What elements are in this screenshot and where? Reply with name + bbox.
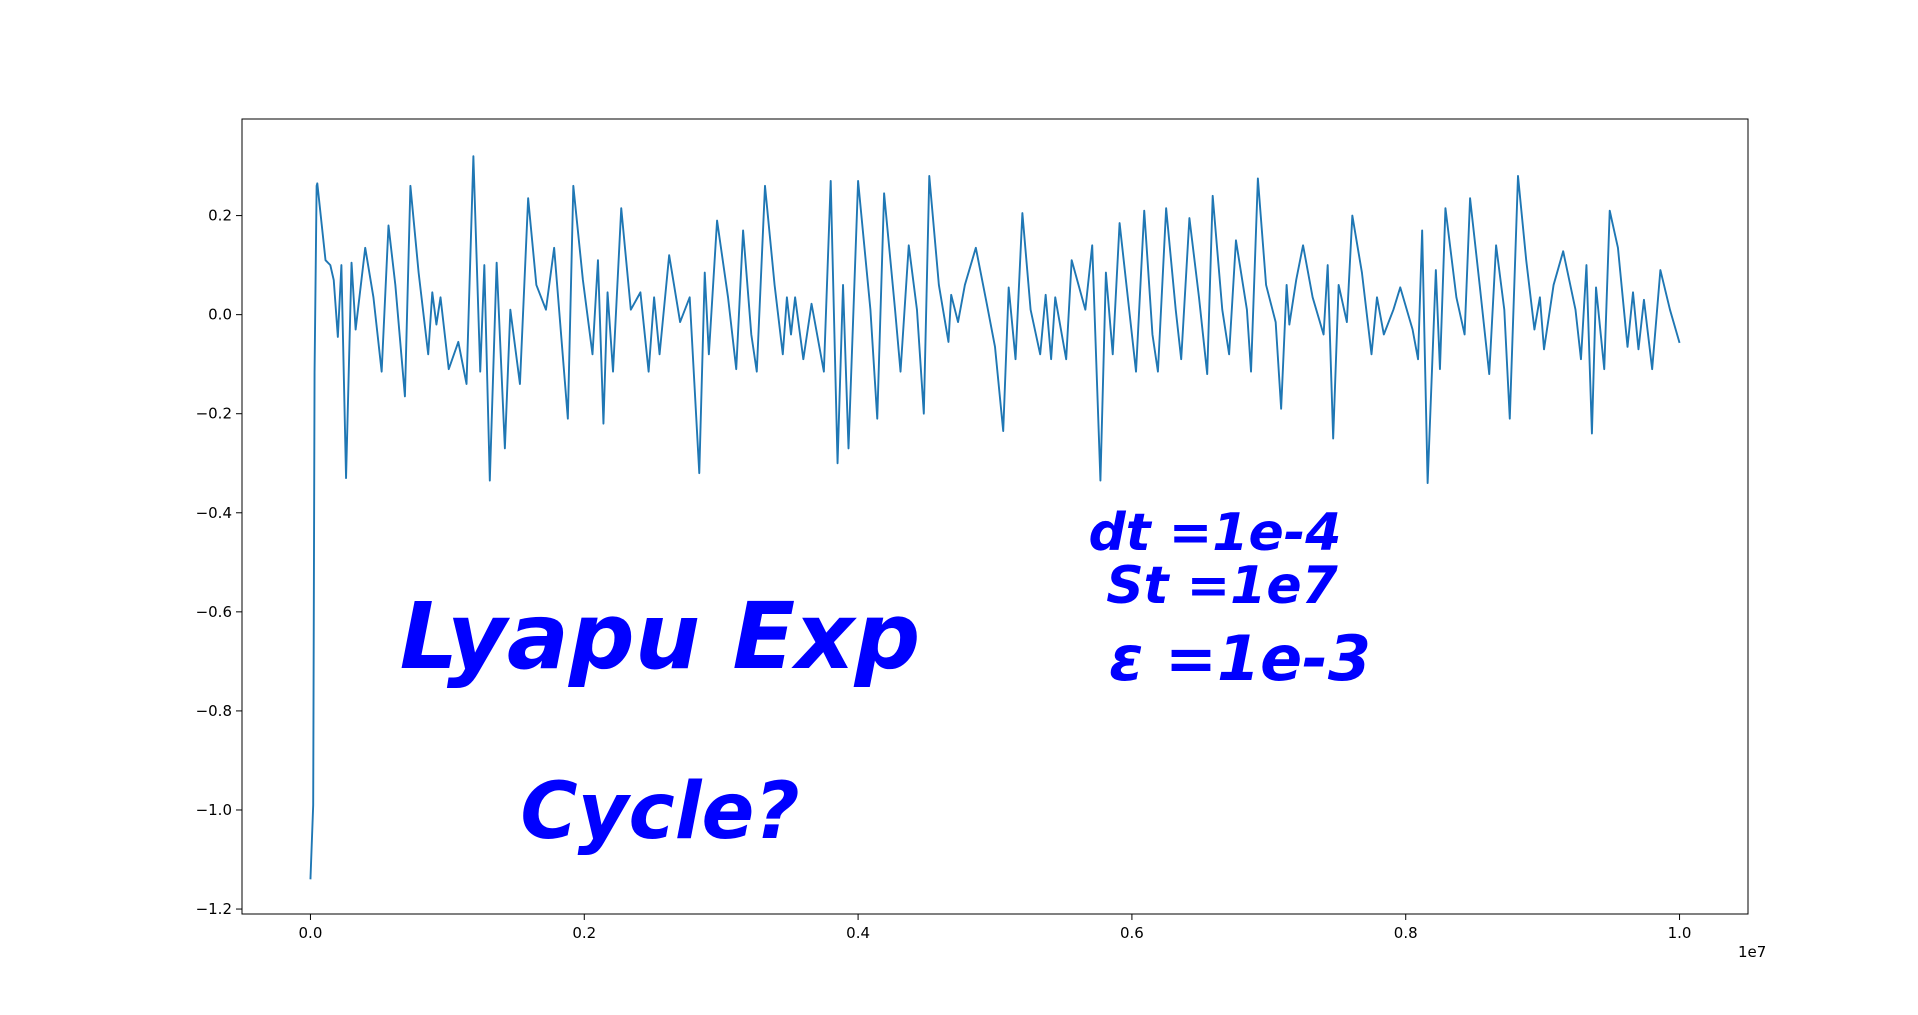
y-tick-label: −0.2 — [196, 405, 232, 423]
x-tick-label: 0.4 — [846, 924, 870, 942]
x-tick-label: 0.6 — [1120, 924, 1144, 942]
y-tick-label: −0.8 — [196, 702, 232, 720]
handwritten-note: ε =1e-3 — [1109, 622, 1371, 695]
x-tick-label: 0.0 — [299, 924, 323, 942]
handwritten-note: Lyapu Exp — [400, 583, 921, 690]
plot-frame — [241, 118, 1749, 915]
y-tick-label: 0.0 — [208, 306, 232, 324]
y-tick-label: −0.4 — [196, 504, 232, 522]
y-tick-label: −1.2 — [196, 900, 232, 918]
handwritten-note: Cycle? — [520, 767, 799, 857]
x-tick-label: 0.8 — [1394, 924, 1418, 942]
data-line — [309, 155, 1681, 880]
y-tick-label: −0.6 — [196, 603, 232, 621]
x-offset-label: 1e7 — [1738, 943, 1766, 961]
y-tick-label: −1.0 — [196, 801, 232, 819]
x-tick-label: 0.2 — [572, 924, 596, 942]
handwritten-note: St =1e7 — [1106, 556, 1338, 616]
y-tick-label: 0.2 — [208, 207, 232, 225]
handwritten-note: dt =1e-4 — [1089, 503, 1342, 563]
x-tick-label: 1.0 — [1668, 924, 1692, 942]
